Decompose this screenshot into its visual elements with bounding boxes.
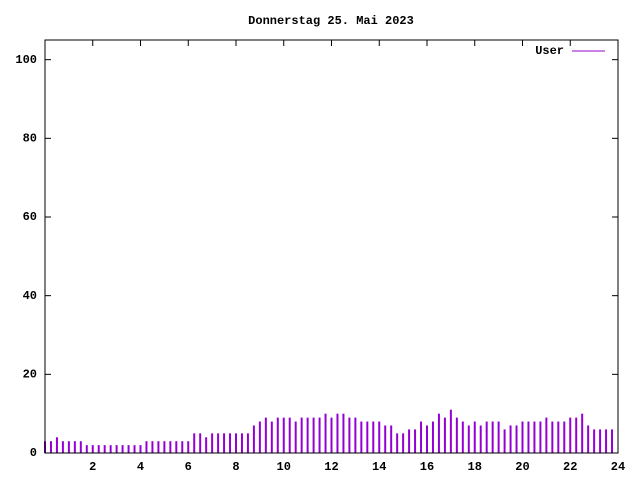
x-tick-label: 8 — [232, 460, 239, 474]
x-tick-label: 24 — [611, 460, 625, 474]
x-tick-label: 6 — [185, 460, 192, 474]
x-tick-label: 16 — [420, 460, 434, 474]
x-tick-label: 14 — [372, 460, 386, 474]
plot-border — [44, 39, 619, 454]
x-tick-label: 10 — [277, 460, 291, 474]
x-tick-label: 2 — [89, 460, 96, 474]
x-tick-label: 22 — [563, 460, 577, 474]
x-tick-label: 12 — [324, 460, 338, 474]
x-tick-label: 4 — [137, 460, 144, 474]
y-tick-label: 0 — [30, 446, 37, 460]
y-tick-label: 20 — [23, 368, 37, 382]
legend-label: User — [535, 44, 564, 58]
y-tick-label: 60 — [23, 210, 37, 224]
y-tick-label: 40 — [23, 289, 37, 303]
y-tick-label: 80 — [23, 132, 37, 146]
chart-title: Donnerstag 25. Mai 2023 — [248, 14, 414, 28]
x-tick-label: 20 — [515, 460, 529, 474]
y-tick-label: 100 — [15, 53, 37, 67]
x-tick-label: 18 — [468, 460, 482, 474]
